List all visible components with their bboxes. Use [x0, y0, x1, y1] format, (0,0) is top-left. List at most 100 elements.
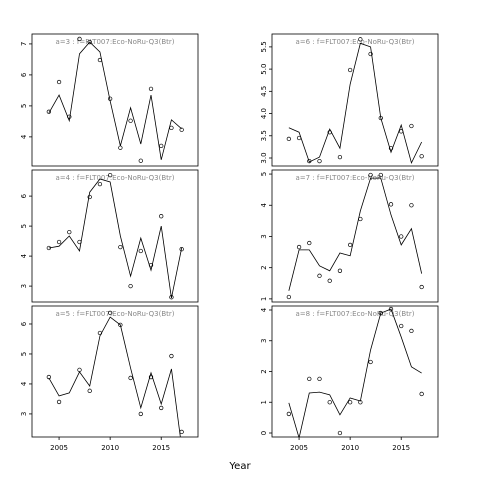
fit-line [48, 41, 182, 160]
data-point [87, 194, 92, 200]
y-tick-label: 3 [260, 339, 268, 343]
data-point [347, 400, 353, 405]
data-point [118, 244, 123, 250]
y-tick-label: 2 [260, 369, 268, 373]
y-tick-label: 1 [260, 400, 268, 404]
y-tick-label: 3 [20, 284, 28, 288]
data-point [419, 154, 424, 159]
panel-title: a=4 : f=FLT007:Eco-NoRu-Q3(Btr) [55, 174, 174, 182]
data-point [46, 374, 52, 380]
data-point [77, 36, 82, 42]
data-point [87, 388, 92, 393]
data-point [388, 202, 394, 207]
panel-title: a=8 : f=FLT007:Eco-NoRu-Q3(Btr) [295, 310, 414, 318]
data-point [138, 248, 143, 254]
data-point [286, 136, 292, 142]
data-point [419, 391, 424, 397]
plot-area [286, 306, 424, 437]
y-tick-label: 6 [20, 193, 28, 198]
data-point [358, 37, 363, 42]
data-point [148, 374, 154, 380]
data-point [169, 353, 174, 359]
data-point [296, 244, 302, 250]
fit-line [288, 177, 423, 291]
data-point [169, 125, 174, 131]
data-point [56, 399, 62, 405]
x-tick-label: 2010 [101, 444, 119, 452]
plot-area [46, 310, 184, 437]
y-tick-label: 4 [20, 134, 28, 139]
y-tick-label: 1 [260, 297, 268, 301]
data-point [77, 367, 82, 373]
y-tick-label: 5 [20, 352, 28, 356]
x-tick-label: 2010 [341, 444, 359, 452]
data-point [179, 429, 184, 435]
data-point [148, 86, 154, 91]
data-point [409, 203, 414, 208]
panel-title: a=5 : f=FLT007:Eco-NoRu-Q3(Btr) [55, 310, 174, 318]
panel-frame [31, 33, 199, 167]
data-point [179, 247, 184, 252]
data-point [128, 118, 133, 123]
data-point [286, 294, 292, 300]
y-tick-label: 5.5 [260, 41, 268, 52]
y-tick-label: 3 [260, 234, 268, 238]
fit-line [48, 178, 183, 299]
y-tick-label: 5.0 [260, 64, 268, 75]
y-tick-label: 5 [20, 224, 28, 228]
data-point [399, 323, 404, 329]
data-point [87, 39, 92, 45]
data-point [368, 359, 373, 365]
panel-frame [271, 305, 439, 438]
panel-frame [271, 33, 439, 167]
data-point [118, 145, 123, 150]
data-point [128, 283, 133, 289]
data-point [107, 172, 113, 178]
data-point [159, 405, 164, 411]
data-point [56, 79, 62, 85]
data-point [368, 172, 373, 178]
y-tick-label: 4 [260, 307, 268, 312]
data-point [378, 310, 383, 316]
data-point [368, 51, 373, 57]
x-tick-label: 2005 [50, 444, 68, 452]
panel-title: a=7 : f=FLT007:Eco-NoRu-Q3(Btr) [295, 174, 414, 182]
plot-area [46, 36, 184, 163]
data-point [307, 240, 312, 246]
data-point [327, 278, 332, 283]
data-point [337, 268, 343, 273]
y-tick-label: 5 [260, 172, 268, 176]
fit-line [288, 42, 423, 165]
data-point [97, 181, 103, 187]
data-point [399, 234, 404, 239]
data-point [159, 143, 164, 149]
plot-area [286, 37, 424, 165]
y-tick-label: 3.5 [260, 130, 268, 141]
y-tick-label: 3.0 [260, 152, 268, 163]
y-tick-label: 5 [20, 104, 28, 108]
x-axis-label: Year [228, 461, 251, 472]
data-point [307, 376, 312, 382]
data-point [337, 430, 343, 436]
panel-title: a=6 : f=FLT007:Eco-NoRu-Q3(Btr) [295, 38, 414, 46]
data-point [409, 123, 414, 129]
y-tick-label: 7 [20, 42, 28, 46]
panel-frame [31, 305, 199, 438]
data-point [128, 375, 133, 381]
y-tick-label: 4 [260, 202, 268, 207]
plot-area [286, 172, 424, 300]
data-point [56, 239, 62, 245]
data-point [317, 273, 322, 278]
plot-area [46, 172, 184, 300]
fit-line [288, 308, 422, 437]
data-point [337, 154, 343, 160]
data-point [179, 127, 184, 132]
data-point [378, 172, 383, 178]
y-tick-label: 4.5 [260, 86, 268, 97]
y-tick-label: 0 [260, 431, 268, 435]
y-tick-label: 6 [20, 72, 28, 77]
y-tick-label: 6 [20, 321, 28, 326]
panel-frame [271, 169, 439, 303]
fit-line [48, 316, 181, 437]
